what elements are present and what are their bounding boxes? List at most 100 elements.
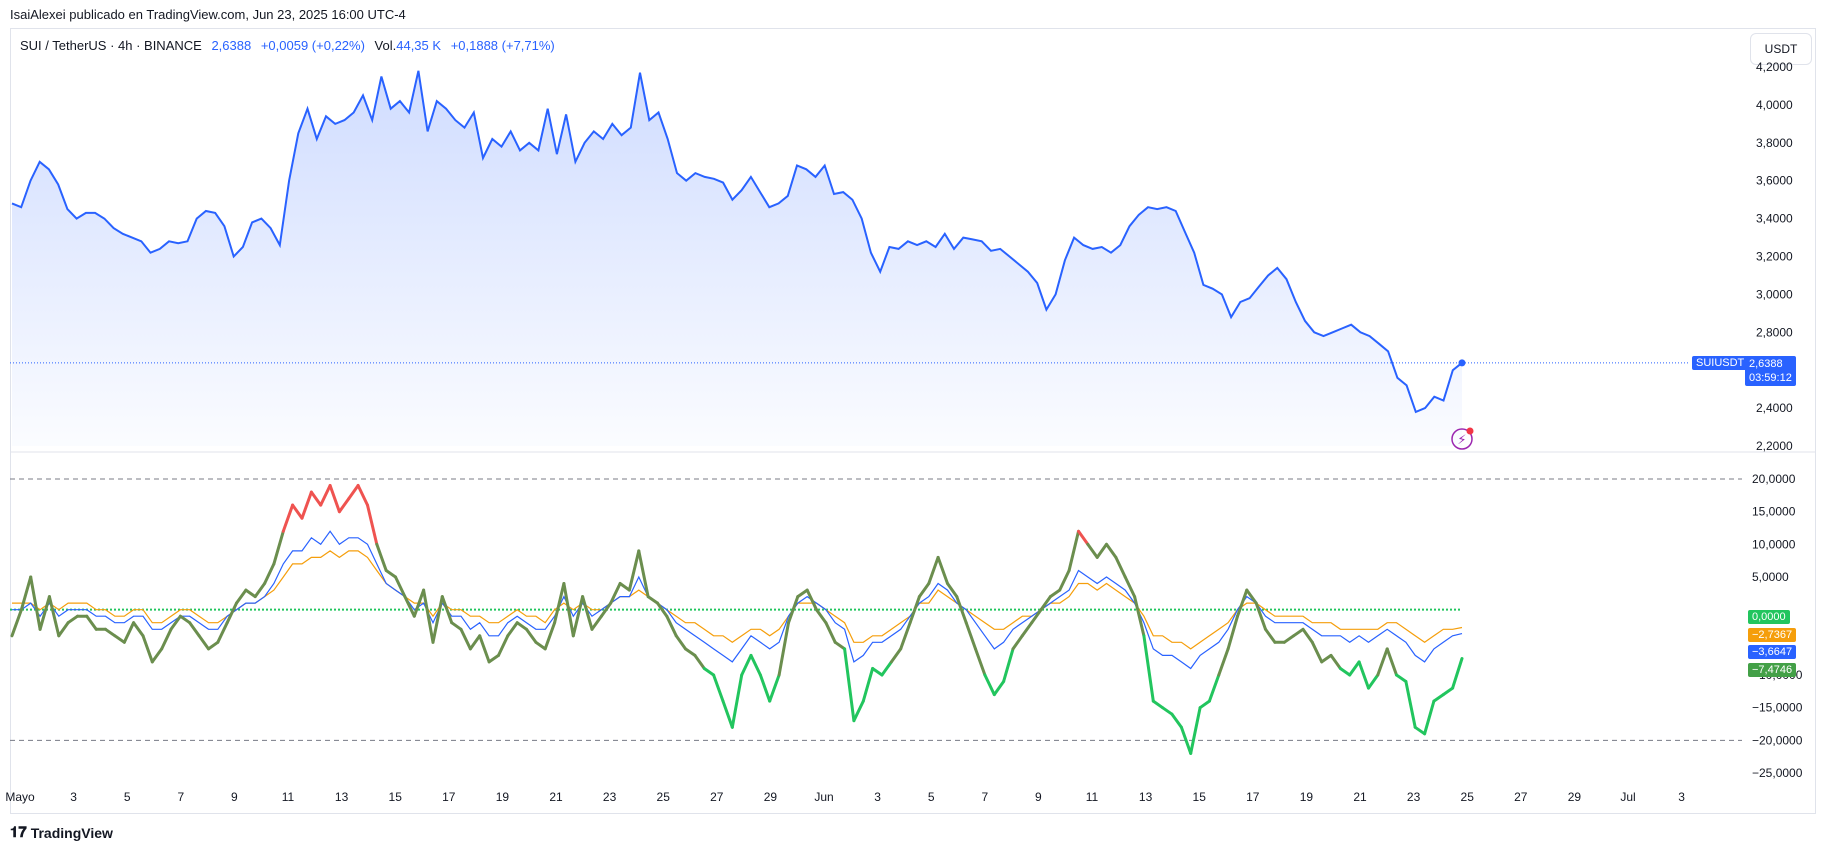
osc-main-segment [702, 667, 716, 677]
osc-main-segment [431, 595, 444, 644]
osc-main-segment [66, 614, 79, 625]
osc-main-segment [740, 653, 753, 677]
price-axis-tick: 3,6000 [1756, 174, 1793, 188]
osc-main-segment [899, 621, 912, 651]
tradingview-logo[interactable]: 𝟏𝟕 TradingView [10, 824, 113, 841]
osc-main-segment [244, 588, 257, 599]
osc-main-segment [468, 634, 482, 651]
time-axis-tick: 13 [335, 790, 349, 804]
osc-main-segment [571, 595, 585, 638]
osc-main-segment [1348, 660, 1361, 677]
osc-main-segment [207, 640, 220, 651]
osc-main-segment [1198, 699, 1211, 710]
time-axis-tick: 19 [496, 790, 510, 804]
osc-main-segment [1077, 529, 1090, 546]
osc-main-segment [674, 634, 687, 651]
osc-main-segment [927, 555, 940, 585]
osc-main-segment [534, 640, 547, 651]
chart-frame [10, 28, 1816, 814]
osc-main-segment [356, 484, 369, 507]
osc-main-segment [646, 595, 659, 605]
osc-main-segment [1245, 588, 1258, 605]
osc-main-segment [721, 699, 734, 729]
osc-main-segment [188, 621, 201, 638]
osc-main-segment [1095, 542, 1108, 559]
osc-main-segment [1236, 588, 1249, 618]
osc-main-segment [880, 660, 893, 677]
osc-main-segment [1151, 699, 1165, 710]
osc-main-segment [1226, 614, 1239, 651]
osc-main-segment [1292, 627, 1305, 638]
osc-main-segment [1320, 653, 1333, 664]
time-axis-tick: 7 [177, 790, 184, 804]
osc-main-segment [1254, 601, 1267, 631]
osc-value-badge: −3,6647 [1748, 645, 1797, 659]
osc-main-segment [1301, 627, 1314, 644]
osc-axis-tick: 15,0000 [1752, 505, 1796, 519]
event-dot [1466, 427, 1474, 435]
currency-button[interactable]: USDT [1750, 33, 1812, 65]
osc-main-segment [749, 653, 762, 677]
osc-main-segment [394, 575, 407, 599]
osc-main-segment [235, 588, 248, 605]
osc-value-badge: 0,0000 [1748, 610, 1790, 624]
osc-main-segment [730, 673, 744, 729]
osc-main-segment [1123, 575, 1137, 599]
osc-main-segment [337, 497, 351, 514]
time-axis-tick: Jun [814, 790, 833, 804]
osc-main-segment [440, 595, 454, 625]
osc-main-segment [253, 582, 267, 599]
osc-main-segment [422, 588, 435, 644]
osc-main-segment [796, 588, 809, 599]
osc-main-segment [85, 614, 98, 631]
osc-main-segment [908, 595, 921, 625]
time-axis-tick: 15 [389, 790, 403, 804]
price-value-badge: 2,6388 03:59:12 [1745, 356, 1796, 386]
osc-main-segment [19, 575, 33, 612]
osc-value-badge: −7,4746 [1748, 663, 1797, 677]
price-axis-tick: 3,0000 [1756, 287, 1793, 301]
osc-main-segment [328, 484, 341, 514]
osc-axis-tick: −20,0000 [1752, 733, 1803, 747]
time-axis-tick: 19 [1300, 790, 1314, 804]
osc-main-segment [777, 621, 790, 677]
time-axis-tick: 3 [874, 790, 881, 804]
volume-change: +0,1888 (+7,71%) [450, 38, 555, 53]
osc-axis-tick: −25,0000 [1752, 766, 1803, 780]
osc-main-segment [515, 621, 528, 631]
osc-main-segment [889, 647, 903, 664]
osc-main-segment [543, 621, 557, 651]
osc-main-segment [1338, 667, 1352, 677]
osc-axis-tick: 10,0000 [1752, 537, 1796, 551]
time-axis-tick: 21 [549, 790, 563, 804]
osc-main-segment [1179, 725, 1193, 755]
osc-main-segment [1058, 569, 1071, 592]
price-axis-tick: 4,2000 [1756, 60, 1793, 74]
osc-main-segment [1441, 686, 1455, 697]
time-axis-tick: 27 [710, 790, 724, 804]
osc-main-segment [300, 490, 313, 520]
osc-main-segment [1011, 634, 1024, 651]
osc-main-segment [974, 647, 987, 677]
osc-main-segment [946, 582, 959, 599]
osc-main-segment [609, 582, 622, 605]
osc-main-segment [693, 653, 706, 670]
osc-main-segment [319, 484, 332, 507]
osc-main-segment [122, 621, 136, 644]
price-area-fill [12, 70, 1462, 447]
bar-countdown: 03:59:12 [1749, 372, 1792, 384]
osc-main-segment [917, 582, 931, 599]
osc-main-segment [450, 621, 463, 631]
osc-main-segment [983, 673, 996, 697]
osc-main-segment [1067, 529, 1080, 572]
osc-main-segment [497, 634, 510, 657]
osc-main-segment [366, 503, 379, 546]
time-axis-tick: 23 [603, 790, 617, 804]
osc-main-segment [375, 542, 388, 572]
symbol-title[interactable]: SUI / TetherUS · 4h · BINANCE [20, 38, 202, 53]
osc-main-segment [47, 595, 61, 638]
time-axis-tick: 25 [1461, 790, 1475, 804]
osc-main-segment [805, 588, 818, 612]
osc-main-segment [656, 601, 669, 618]
